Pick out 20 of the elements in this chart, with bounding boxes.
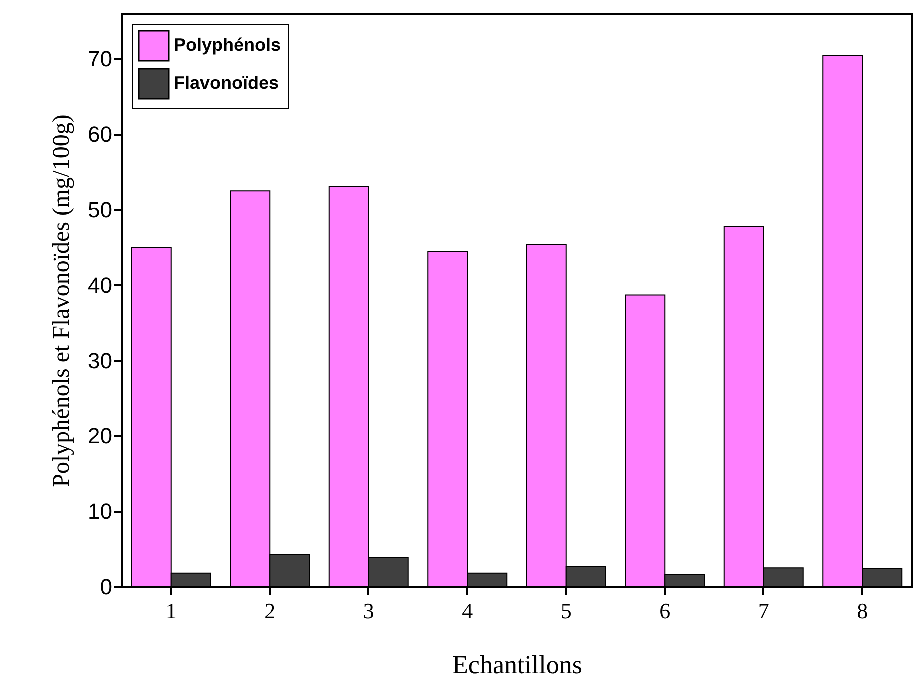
x-tick-label: 1 xyxy=(166,598,177,624)
y-tick-label: 60 xyxy=(88,122,112,148)
x-tick-label: 6 xyxy=(660,598,671,624)
x-tick-label: 5 xyxy=(560,598,572,624)
y-tick-label: 10 xyxy=(88,499,112,524)
x-tick-label: 2 xyxy=(264,598,276,624)
y-tick-label: 50 xyxy=(88,198,112,223)
legend-label: Flavonoïdes xyxy=(174,73,280,93)
y-axis-title: Polyphénols et Flavonoïdes (mg/100g) xyxy=(49,114,76,488)
y-tick-label: 0 xyxy=(100,574,112,600)
y-tick-label: 40 xyxy=(88,272,112,298)
y-tick-label: 30 xyxy=(88,348,112,374)
legend-label: Polyphénols xyxy=(174,35,282,55)
x-tick-label: 3 xyxy=(363,598,374,624)
x-axis-title: Echantillons xyxy=(452,650,582,680)
x-tick-label: 8 xyxy=(857,598,868,624)
x-tick-label: 7 xyxy=(758,598,770,624)
x-tick-label: 4 xyxy=(462,598,474,624)
y-tick-label: 20 xyxy=(88,424,112,449)
y-tick-label: 70 xyxy=(88,46,112,72)
